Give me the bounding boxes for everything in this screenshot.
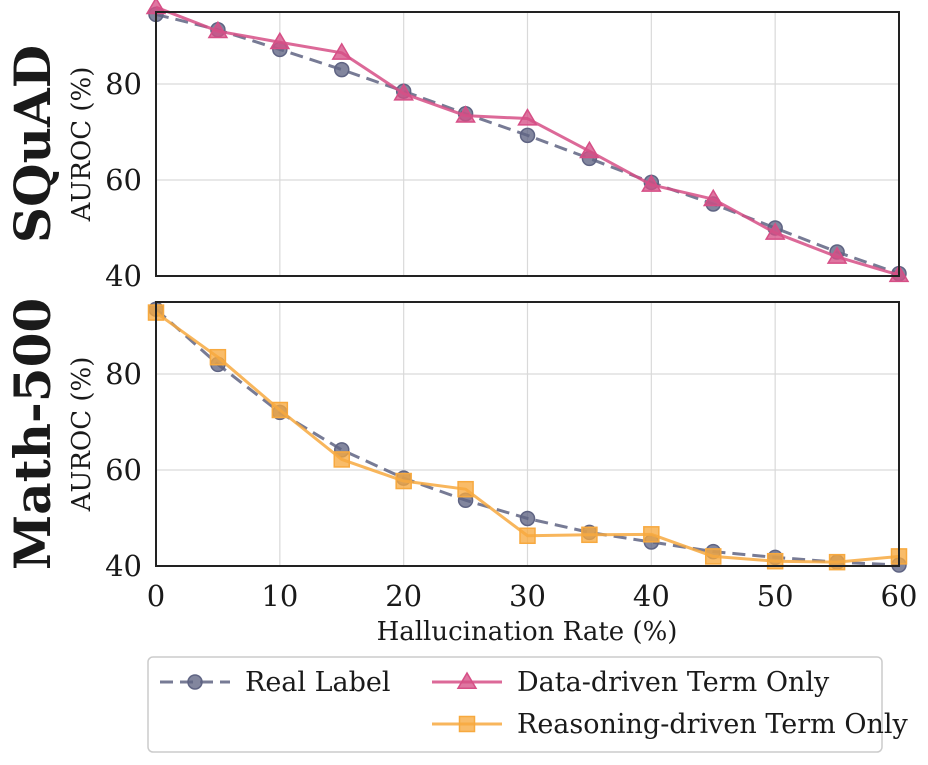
y-tick-math-500-60: 60 <box>105 453 142 487</box>
legend-marker-reasoning-driven-term-only <box>458 715 476 733</box>
plot-frame-math500 <box>155 301 900 567</box>
point-squad-data-driven-term-only-40 <box>641 174 662 192</box>
point-math-500-reasoning-driven-term-only-50 <box>766 552 784 570</box>
point-math-500-reasoning-driven-term-only-55 <box>828 553 846 571</box>
panel-math500: Math-500 AUROC (%) 40 60 80 <box>3 298 908 583</box>
point-squad-real-label-15 <box>334 61 350 78</box>
point-squad-data-driven-term-only-20 <box>393 83 414 101</box>
point-math-500-reasoning-driven-term-only-10 <box>271 401 289 419</box>
point-math-500-real-label-30 <box>519 510 536 527</box>
x-tick-60: 60 <box>881 579 918 613</box>
point-math-500-reasoning-driven-term-only-15 <box>333 451 350 468</box>
legend-marker-data-driven-term-only <box>456 671 478 690</box>
y-tick-squad-60: 60 <box>105 163 142 197</box>
legend-label-real-label: Real Label <box>245 667 391 698</box>
y-tick-squad-40: 40 <box>105 259 142 293</box>
point-squad-data-driven-term-only-5 <box>207 20 229 39</box>
point-squad-data-driven-term-only-45 <box>702 188 724 207</box>
y-tick-math-500-40: 40 <box>105 549 142 583</box>
point-squad-data-driven-term-only-55 <box>826 246 848 264</box>
point-squad-data-driven-term-only-25 <box>455 105 476 123</box>
point-squad-data-driven-term-only-15 <box>331 42 353 60</box>
point-math-500-reasoning-driven-term-only-40 <box>643 526 660 543</box>
panel-squad: SQuAD AUROC (%) 40 60 80 <box>3 0 910 293</box>
y-tick-math-500-80: 80 <box>105 357 142 391</box>
legend-marker-real-label <box>187 674 203 690</box>
legend-label-reasoning-driven-term-only: Reasoning-driven Term Only <box>517 709 909 740</box>
plot-frame-squad <box>155 11 900 277</box>
x-tick-10: 10 <box>261 579 298 613</box>
point-squad-data-driven-term-only-35 <box>579 140 600 159</box>
legend-label-data-driven-term-only: Data-driven Term Only <box>517 667 830 698</box>
point-math-500-reasoning-driven-term-only-20 <box>395 472 412 490</box>
row-label-squad: SQuAD <box>3 45 62 243</box>
y-axis-label-math500: AUROC (%) <box>67 357 97 513</box>
point-squad-real-label-30 <box>519 127 536 144</box>
x-tick-20: 20 <box>385 579 422 613</box>
point-squad-data-driven-term-only-30 <box>517 108 538 126</box>
row-label-math500: Math-500 <box>3 298 62 570</box>
point-math-500-reasoning-driven-term-only-25 <box>457 480 474 498</box>
legend: Real Label Data-driven Term Only Reasoning… <box>147 656 909 753</box>
x-tick-40: 40 <box>633 579 670 613</box>
x-tick-50: 50 <box>757 579 794 613</box>
point-math-500-reasoning-driven-term-only-45 <box>705 548 722 565</box>
point-squad-data-driven-term-only-50 <box>764 222 786 240</box>
point-math-500-reasoning-driven-term-only-30 <box>519 527 536 545</box>
legend-box <box>147 656 883 753</box>
y-axis-label-squad: AUROC (%) <box>67 67 97 223</box>
x-axis-ticks: 0 10 20 30 40 50 60 <box>147 579 918 613</box>
point-math-500-reasoning-driven-term-only-35 <box>581 526 598 544</box>
x-axis-label: Hallucination Rate (%) <box>377 617 678 647</box>
x-tick-0: 0 <box>147 579 165 613</box>
y-tick-squad-80: 80 <box>105 67 142 101</box>
point-math-500-reasoning-driven-term-only-5 <box>209 348 227 366</box>
x-tick-30: 30 <box>509 579 546 613</box>
point-squad-data-driven-term-only-10 <box>269 31 291 50</box>
